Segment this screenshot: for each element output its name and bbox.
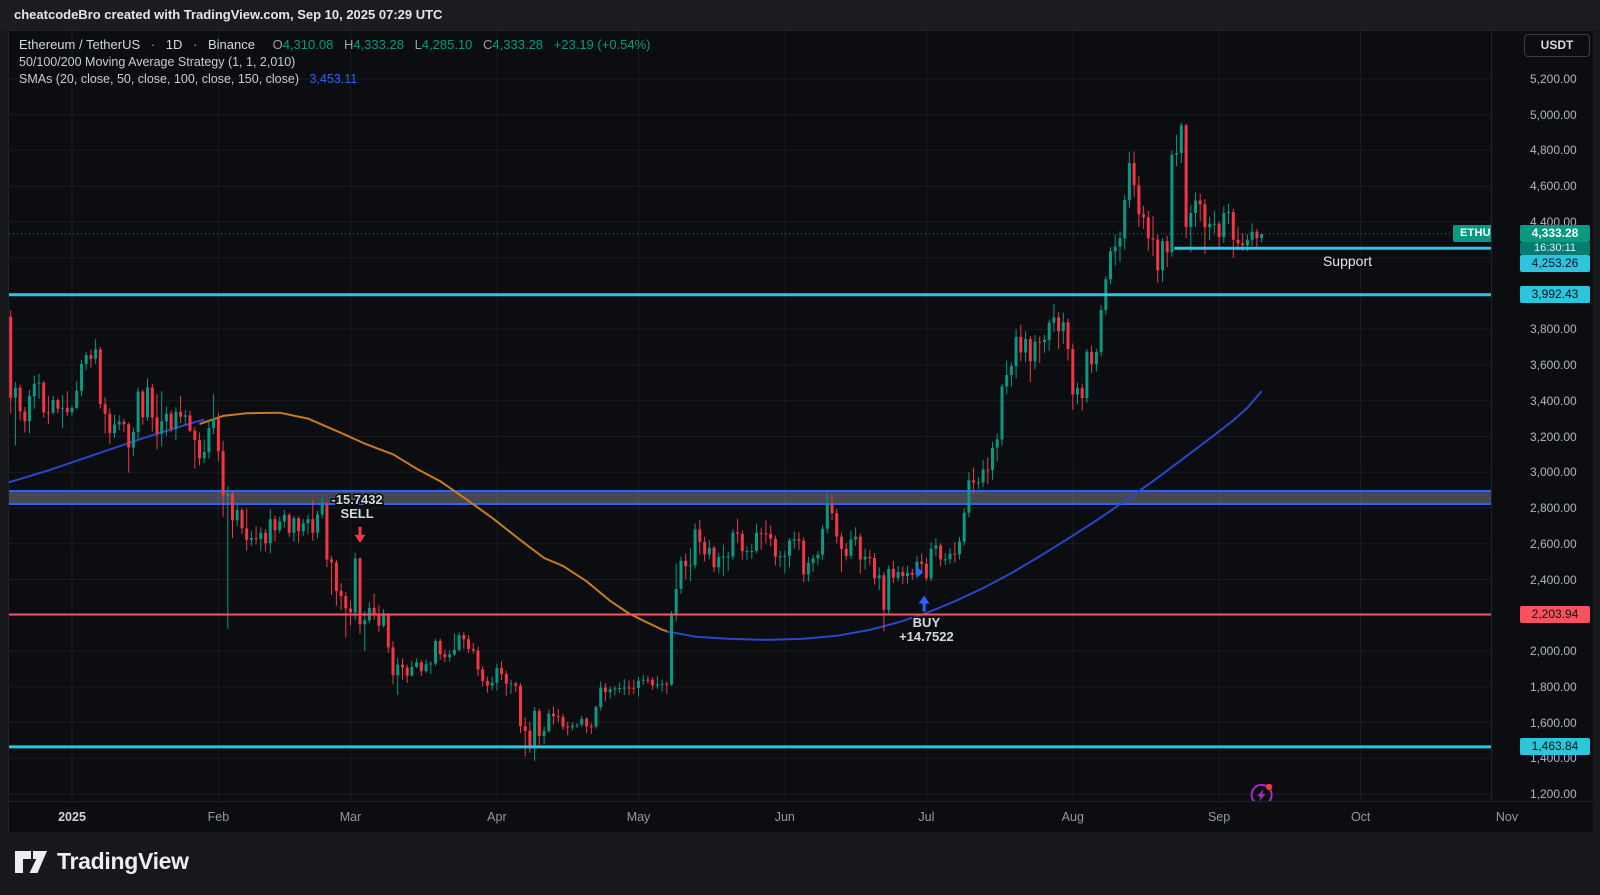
tradingview-logo-text: TradingView <box>57 848 189 874</box>
legend-symbol-row[interactable]: Ethereum / TetherUS · 1D · Binance O4,31… <box>19 37 651 52</box>
price-tick-label: 1,600.00 <box>1530 715 1577 730</box>
price-tick-label: 4,600.00 <box>1530 179 1577 194</box>
price-tick-label: 3,400.00 <box>1530 393 1577 408</box>
sma-blue-left <box>9 418 205 484</box>
time-axis[interactable]: 2025 Feb Mar Apr May Jun Jul Aug Sep Oct Nov <box>9 801 1593 832</box>
price-tick-label: 5,200.00 <box>1530 71 1577 86</box>
time-axis-label-feb: Feb <box>207 810 230 824</box>
time-axis-label-aug: Aug <box>1061 810 1084 824</box>
support-text: Support <box>1323 253 1372 269</box>
ohlc-low: 4,285.10 <box>421 37 473 52</box>
price-pane[interactable]: -15.7432 SELL BUY +14.7522 Support Ethereum … <box>9 31 1491 801</box>
time-axis-label-sep: Sep <box>1207 810 1231 824</box>
price-tick-label: 2,400.00 <box>1530 572 1577 587</box>
sell-value-label: -15.7432 <box>331 492 382 507</box>
price-tick-label: 1,200.00 <box>1530 787 1577 801</box>
currency-button[interactable]: USDT <box>1524 34 1590 57</box>
ohlc-close: 4,333.28 <box>492 37 544 52</box>
ohlc-high: 4,333.28 <box>353 37 404 52</box>
buy-arrow-icon <box>918 595 930 612</box>
smas-value: 3,453.11 <box>309 72 358 86</box>
bar-countdown-label: 16:30:11 <box>1520 242 1590 256</box>
last-price-symbol-tag: ETHUSDT <box>1453 225 1491 242</box>
time-axis-label-may: May <box>626 810 651 824</box>
level-2203-label: 2,203.94 <box>1520 606 1590 623</box>
time-axis-label-mar: Mar <box>339 810 362 824</box>
price-tick-label: 3,000.00 <box>1530 465 1577 480</box>
candle-wicks-down <box>10 124 1258 757</box>
price-tick-label: 2,800.00 <box>1530 501 1577 515</box>
price-tick-label: 4,800.00 <box>1530 143 1577 158</box>
buy-value-label: +14.7522 <box>899 629 954 644</box>
strategy-title: 50/100/200 Moving Average Strategy (1, 1… <box>19 55 296 69</box>
time-axis-label-jun: Jun <box>774 810 795 824</box>
time-axis-label-nov: Nov <box>1495 810 1519 824</box>
price-tick-label: 3,800.00 <box>1530 322 1577 337</box>
price-tick-label: 3,600.00 <box>1530 358 1577 372</box>
candle-bodies-down <box>9 125 1259 746</box>
footer-bar: TradingView <box>0 832 1600 895</box>
chart-widget: -15.7432 SELL BUY +14.7522 Support Ethereum … <box>8 30 1593 832</box>
time-axis-label-jul: Jul <box>918 810 935 824</box>
legend-strategy-row[interactable]: 50/100/200 Moving Average Strategy (1, 1… <box>19 54 651 70</box>
time-axis-label-2025: 2025 <box>58 810 86 824</box>
level-1463-label: 1,463.84 <box>1520 738 1590 756</box>
sell-arrow-icon <box>354 526 366 543</box>
time-axis-label-oct: Oct <box>1350 810 1371 824</box>
boost-icon[interactable] <box>1250 783 1273 801</box>
price-tick-label: 2,000.00 <box>1530 644 1577 658</box>
price-tick-label: 5,000.00 <box>1530 107 1577 122</box>
price-axis[interactable]: USDT 5,200.00 5,000.00 4,800.00 4,600.00 4,4… <box>1491 31 1593 801</box>
legend-smas-row[interactable]: SMAs (20, close, 50, close, 100, close, … <box>19 71 651 87</box>
legend: Ethereum / TetherUS · 1D · Binance O4,31… <box>19 37 651 88</box>
buy-label: BUY <box>913 615 941 630</box>
price-tick-label: 2,600.00 <box>1530 536 1577 551</box>
sma-orange <box>199 411 670 634</box>
attribution-text: cheatcodeBro created with TradingView.co… <box>14 7 443 22</box>
price-tick-label: 1,800.00 <box>1530 679 1577 694</box>
resistance-3992-label: 3,992.43 <box>1520 286 1590 304</box>
long-entry-marker-icon <box>916 566 924 579</box>
smas-title: SMAs (20, close, 50, close, 100, close, … <box>19 72 299 86</box>
sma-blue-right <box>666 390 1263 641</box>
tradingview-logo-icon <box>15 850 47 873</box>
support-line-label: 4,253.26 <box>1520 255 1590 273</box>
attribution-bar: cheatcodeBro created with TradingView.co… <box>0 0 1600 30</box>
symbol-exchange: Binance <box>207 37 255 52</box>
tradingview-logo[interactable]: TradingView <box>14 848 189 875</box>
ohlc-open: 4,310.08 <box>282 37 334 52</box>
symbol-interval: 1D <box>165 37 183 52</box>
sell-label: SELL <box>340 506 373 521</box>
change-value: +23.19 (+0.54%) <box>553 37 651 52</box>
time-axis-label-apr: Apr <box>487 810 507 824</box>
symbol-title: Ethereum / TetherUS <box>19 37 141 52</box>
price-tick-label: 3,200.00 <box>1530 429 1577 444</box>
last-price-label: 4,333.28 <box>1520 225 1590 243</box>
strategy-band <box>9 491 1491 505</box>
